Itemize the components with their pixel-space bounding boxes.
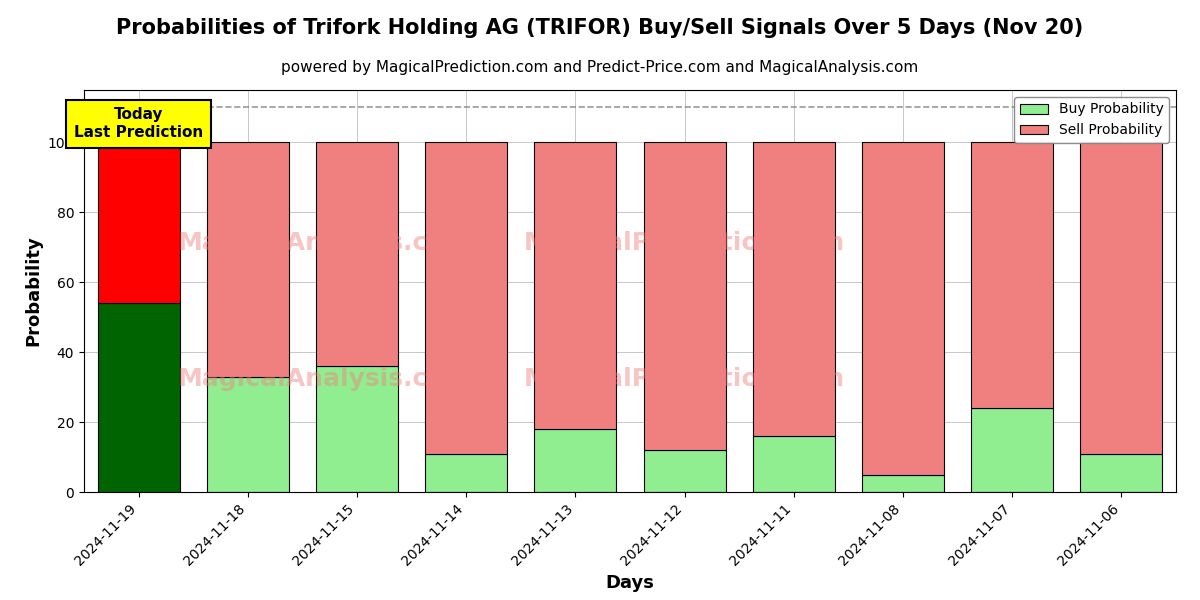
Text: MagicalPrediction.com: MagicalPrediction.com (524, 367, 845, 391)
Bar (425, 142, 508, 454)
Bar (97, 142, 180, 303)
Text: MagicalPrediction.com: MagicalPrediction.com (524, 231, 845, 255)
Bar (643, 450, 726, 492)
Bar (752, 436, 835, 492)
Bar (316, 142, 398, 366)
Bar (643, 142, 726, 450)
Bar (316, 366, 398, 492)
Bar (971, 408, 1054, 492)
Bar (534, 429, 617, 492)
Bar (1080, 142, 1163, 454)
Bar (752, 142, 835, 436)
Y-axis label: Probability: Probability (24, 236, 42, 346)
Bar (862, 475, 944, 492)
Bar (862, 142, 944, 475)
Bar (534, 142, 617, 429)
Text: MagicalAnalysis.com: MagicalAnalysis.com (178, 231, 472, 255)
Bar (206, 142, 289, 377)
Bar (425, 454, 508, 492)
Text: Today
Last Prediction: Today Last Prediction (74, 107, 203, 140)
Text: powered by MagicalPrediction.com and Predict-Price.com and MagicalAnalysis.com: powered by MagicalPrediction.com and Pre… (281, 60, 919, 75)
Bar (971, 142, 1054, 408)
Legend: Buy Probability, Sell Probability: Buy Probability, Sell Probability (1014, 97, 1169, 143)
Text: Probabilities of Trifork Holding AG (TRIFOR) Buy/Sell Signals Over 5 Days (Nov 2: Probabilities of Trifork Holding AG (TRI… (116, 18, 1084, 38)
Bar (206, 377, 289, 492)
Bar (97, 303, 180, 492)
Text: MagicalAnalysis.com: MagicalAnalysis.com (178, 367, 472, 391)
Bar (1080, 454, 1163, 492)
X-axis label: Days: Days (606, 574, 654, 592)
